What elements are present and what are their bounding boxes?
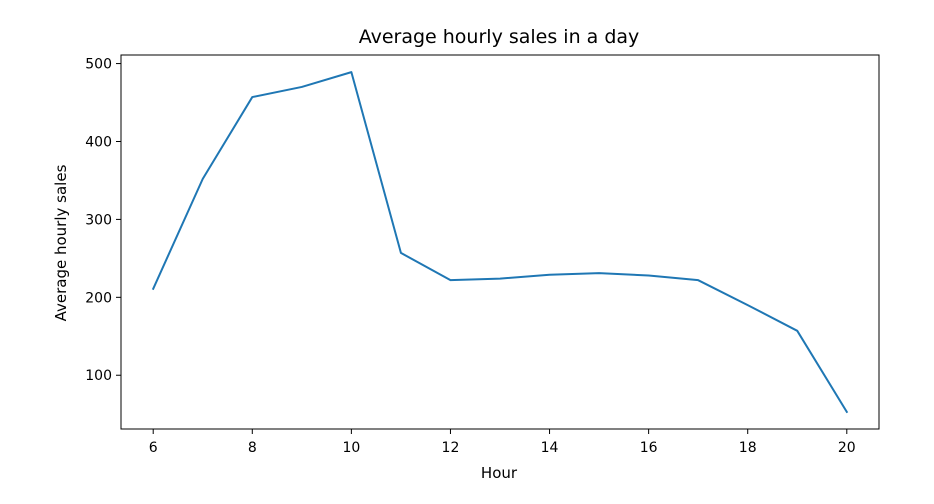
y-tick-label: 100 [85, 368, 112, 384]
y-tick-label: 500 [85, 57, 112, 73]
chart-title: Average hourly sales in a day [359, 26, 640, 48]
data-point [796, 330, 798, 332]
data-point [499, 278, 501, 280]
x-tick-label: 18 [739, 440, 757, 456]
data-point [350, 71, 352, 73]
y-tick-label: 400 [85, 134, 112, 150]
x-tick-label: 12 [442, 440, 460, 456]
axes-frame [120, 54, 880, 430]
x-axis-ticks: 6 8 10 12 14 16 18 20 [149, 429, 856, 456]
y-axis-label: Average hourly sales [52, 164, 70, 321]
x-tick-label: 14 [541, 440, 559, 456]
x-tick-label: 8 [248, 440, 257, 456]
x-axis-label: Hour [481, 464, 518, 482]
y-axis-ticks: 100 200 300 400 500 [85, 57, 121, 384]
data-point [648, 275, 650, 277]
data-point [449, 279, 451, 281]
x-tick-label: 16 [640, 440, 658, 456]
data-point [598, 272, 600, 274]
data-point [697, 279, 699, 281]
data-point [747, 304, 749, 306]
x-tick-label: 6 [149, 440, 158, 456]
y-tick-label: 200 [85, 290, 112, 306]
y-tick-label: 300 [85, 212, 112, 228]
series-line [151, 71, 849, 414]
data-point [846, 411, 848, 413]
data-point [251, 96, 253, 98]
x-tick-label: 10 [342, 440, 360, 456]
plot-area: 6 8 10 12 14 16 18 20 100 200 300 400 500 [85, 54, 880, 456]
data-point [301, 86, 303, 88]
data-point [549, 274, 551, 276]
data-point [152, 288, 154, 290]
data-point [202, 178, 204, 180]
data-point [400, 252, 402, 254]
x-tick-label: 20 [838, 440, 856, 456]
series-layer [151, 71, 849, 414]
